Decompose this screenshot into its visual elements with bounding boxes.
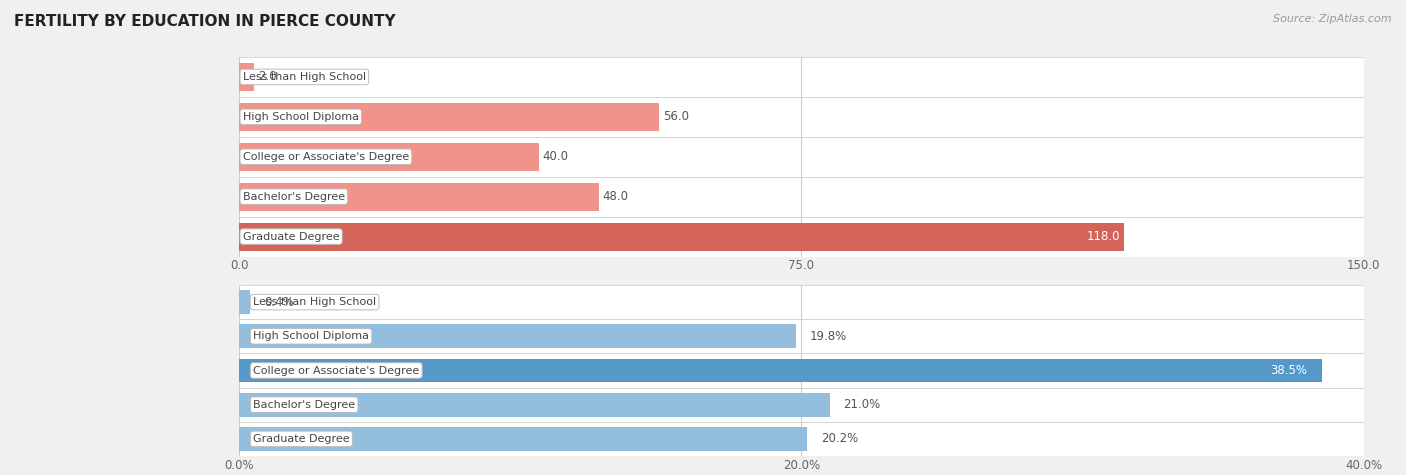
Text: FERTILITY BY EDUCATION IN PIERCE COUNTY: FERTILITY BY EDUCATION IN PIERCE COUNTY [14, 14, 395, 29]
FancyBboxPatch shape [239, 137, 1364, 177]
Bar [239, 103, 659, 131]
Text: 40.0: 40.0 [543, 150, 568, 163]
Bar [239, 290, 250, 314]
Text: Bachelor's Degree: Bachelor's Degree [243, 191, 344, 202]
FancyBboxPatch shape [239, 177, 1364, 217]
Text: 38.5%: 38.5% [1271, 364, 1308, 377]
Bar [239, 63, 254, 91]
FancyBboxPatch shape [239, 285, 1364, 319]
FancyBboxPatch shape [239, 353, 1364, 388]
Text: 20.2%: 20.2% [821, 432, 858, 446]
Text: College or Associate's Degree: College or Associate's Degree [243, 152, 409, 162]
FancyBboxPatch shape [239, 422, 1364, 456]
Text: High School Diploma: High School Diploma [243, 112, 359, 122]
Text: Less than High School: Less than High School [243, 72, 366, 82]
Text: 118.0: 118.0 [1087, 230, 1121, 243]
Text: Graduate Degree: Graduate Degree [253, 434, 350, 444]
Text: 21.0%: 21.0% [844, 398, 880, 411]
Text: Less than High School: Less than High School [253, 297, 377, 307]
Text: High School Diploma: High School Diploma [253, 331, 370, 342]
FancyBboxPatch shape [239, 319, 1364, 353]
Text: Graduate Degree: Graduate Degree [243, 231, 339, 242]
Text: College or Associate's Degree: College or Associate's Degree [253, 365, 419, 376]
FancyBboxPatch shape [239, 388, 1364, 422]
Bar [239, 393, 830, 417]
FancyBboxPatch shape [239, 57, 1364, 97]
Bar [239, 183, 599, 210]
Text: 2.0: 2.0 [257, 70, 277, 84]
Bar [239, 223, 1123, 250]
Bar [239, 324, 796, 348]
Text: 19.8%: 19.8% [810, 330, 846, 343]
Text: Source: ZipAtlas.com: Source: ZipAtlas.com [1274, 14, 1392, 24]
Text: 48.0: 48.0 [603, 190, 628, 203]
FancyBboxPatch shape [239, 97, 1364, 137]
Bar [239, 143, 538, 171]
Text: Bachelor's Degree: Bachelor's Degree [253, 399, 356, 410]
Text: 0.4%: 0.4% [264, 295, 294, 309]
Bar [239, 359, 1322, 382]
Bar [239, 427, 807, 451]
Text: 56.0: 56.0 [662, 110, 689, 124]
FancyBboxPatch shape [239, 217, 1364, 256]
